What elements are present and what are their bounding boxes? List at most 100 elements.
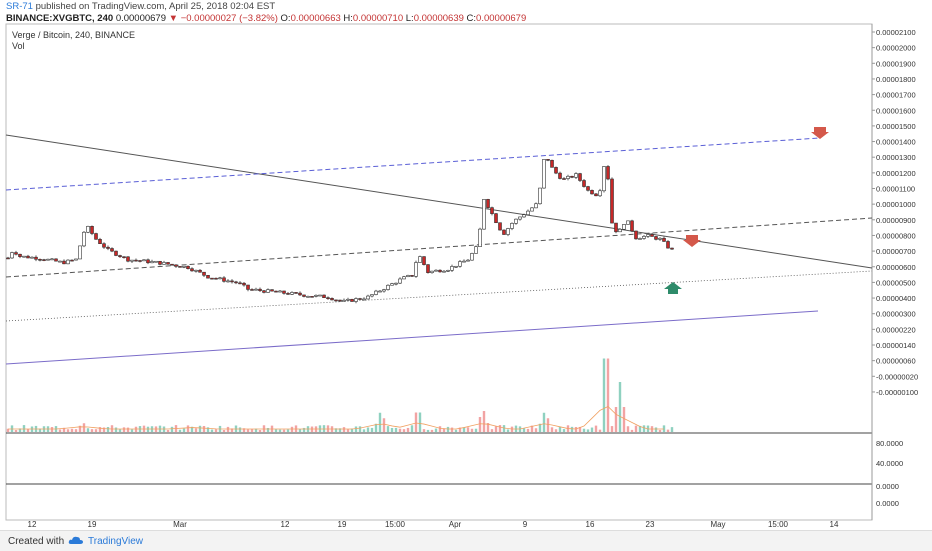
candle-body bbox=[418, 256, 422, 263]
publish-text: published on TradingView.com, April 25, … bbox=[32, 1, 276, 12]
candle-body bbox=[622, 224, 626, 230]
candle-body bbox=[162, 262, 166, 265]
x-tick-label: 12 bbox=[28, 520, 37, 529]
tradingview-link[interactable]: TradingView bbox=[88, 536, 144, 547]
author-link[interactable]: SR-71 bbox=[6, 1, 33, 12]
candle-body bbox=[290, 292, 294, 295]
candle-body bbox=[106, 246, 110, 249]
candle-body bbox=[238, 282, 242, 285]
x-tick-label: 15:00 bbox=[768, 520, 789, 529]
candle-body bbox=[486, 199, 490, 208]
candle-body bbox=[590, 190, 594, 195]
candle-body bbox=[326, 297, 330, 299]
candle-body bbox=[42, 259, 46, 261]
volume-bar bbox=[430, 429, 434, 432]
candle-body bbox=[450, 266, 454, 271]
candle-body bbox=[302, 294, 306, 297]
candle-body bbox=[354, 298, 358, 302]
volume-bar bbox=[170, 426, 174, 432]
candle-body bbox=[66, 259, 70, 265]
indicator-tick-label: 80.0000 bbox=[876, 439, 903, 448]
price-change: −0.00000027 (−3.82%) bbox=[180, 13, 278, 24]
y-tick-label: 0.00001900 bbox=[876, 59, 916, 68]
candle-body bbox=[454, 265, 458, 268]
volume-bar bbox=[406, 427, 410, 432]
candle-body bbox=[226, 280, 230, 283]
candle-body bbox=[186, 265, 190, 269]
candle-body bbox=[194, 269, 198, 272]
candle-body bbox=[630, 220, 634, 232]
volume-bar bbox=[230, 428, 234, 432]
trendline-purple bbox=[5, 310, 819, 365]
volume-bar bbox=[354, 426, 358, 432]
volume-bar bbox=[450, 427, 454, 432]
volume-bar bbox=[474, 428, 478, 432]
candle-body bbox=[182, 265, 186, 268]
candle-body bbox=[578, 173, 582, 181]
volume-bar bbox=[538, 423, 542, 432]
volume-bar bbox=[130, 429, 134, 432]
candle-body bbox=[374, 290, 378, 295]
volume-bar bbox=[458, 427, 462, 432]
candle-body bbox=[266, 289, 270, 293]
volume-bar bbox=[118, 429, 122, 432]
candle-body bbox=[22, 255, 26, 258]
volume-bar bbox=[266, 427, 270, 432]
high-value: 0.00000710 bbox=[352, 13, 404, 24]
volume-bar bbox=[462, 427, 466, 432]
candle-body bbox=[158, 260, 162, 265]
candle-body bbox=[502, 229, 506, 235]
y-tick-label: 0.00000500 bbox=[876, 278, 916, 287]
volume-bar bbox=[634, 425, 638, 432]
candle-body bbox=[54, 258, 58, 262]
volume-bar bbox=[282, 429, 286, 432]
candle-body bbox=[478, 228, 482, 247]
candle-body bbox=[606, 166, 610, 180]
volume-bar bbox=[542, 412, 546, 432]
candle-body bbox=[414, 262, 418, 277]
volume-bar bbox=[614, 407, 618, 432]
candle-body bbox=[358, 298, 362, 300]
volume-bar bbox=[390, 427, 394, 432]
candle-body bbox=[410, 275, 414, 277]
volume-bar bbox=[418, 412, 422, 432]
y-tick-label: 0.00001500 bbox=[876, 122, 916, 131]
candle-body bbox=[542, 159, 546, 189]
candle-body bbox=[270, 289, 274, 292]
chart-canvas[interactable]: 0.00002100 0.00002000 0.00001900 0.00001800… bbox=[0, 0, 932, 530]
candle-body bbox=[318, 294, 322, 297]
volume-bar bbox=[298, 429, 302, 432]
volume-bar bbox=[578, 426, 582, 432]
candle-body bbox=[538, 187, 542, 205]
candle-body bbox=[434, 269, 438, 272]
volume-label: Vol bbox=[12, 41, 25, 51]
volume-bar bbox=[442, 428, 446, 432]
candle-body bbox=[346, 298, 350, 301]
candle-body bbox=[30, 256, 34, 259]
candle-body bbox=[110, 248, 114, 252]
candle-body bbox=[174, 264, 178, 267]
volume-bar bbox=[454, 429, 458, 432]
volume-bar bbox=[506, 429, 510, 432]
volume-bar bbox=[74, 429, 78, 432]
volume-bar bbox=[466, 427, 470, 432]
ohlc-line: BINANCE:XVGBTC, 240 0.00000679 ▼ −0.0000… bbox=[6, 13, 526, 24]
volume-bar bbox=[18, 428, 22, 432]
symbol-label: BINANCE:XVGBTC, 240 bbox=[6, 13, 114, 24]
x-tick-label: 16 bbox=[586, 520, 595, 529]
candle-body bbox=[594, 193, 598, 197]
y-tick-label: 0.00001400 bbox=[876, 138, 916, 147]
open-value: 0.00000663 bbox=[290, 13, 341, 24]
volume-bar bbox=[602, 358, 606, 432]
candle-body bbox=[306, 296, 310, 298]
candle-body bbox=[126, 256, 130, 262]
volume-bar bbox=[482, 411, 486, 432]
candle-body bbox=[646, 234, 650, 237]
candle-body bbox=[558, 172, 562, 179]
candle-body bbox=[146, 259, 150, 264]
volume-bar bbox=[638, 425, 642, 432]
candle-body bbox=[250, 289, 254, 291]
x-tick-label: 9 bbox=[523, 520, 528, 529]
candle-body bbox=[378, 290, 382, 293]
candle-body bbox=[86, 226, 90, 233]
